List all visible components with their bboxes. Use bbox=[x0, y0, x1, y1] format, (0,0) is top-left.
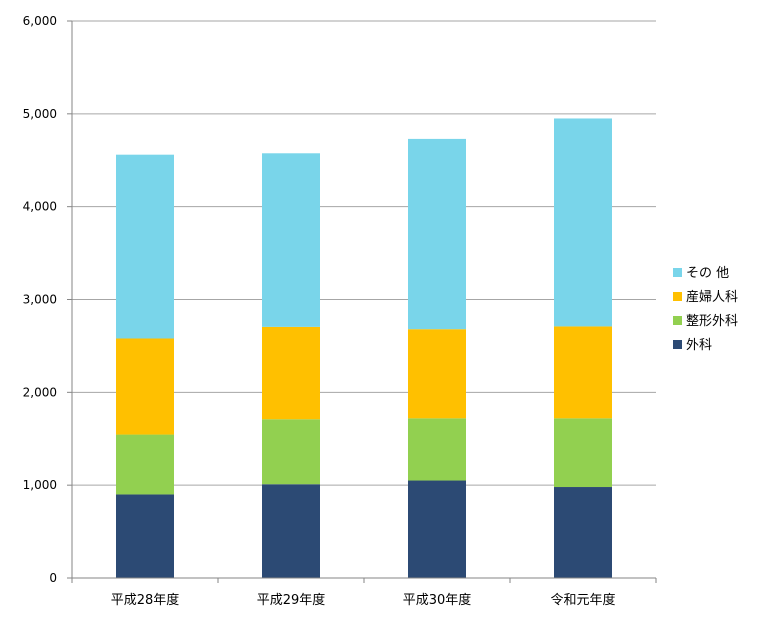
y-tick-label: 1,000 bbox=[23, 478, 57, 492]
bar-segment-1-2 bbox=[262, 484, 320, 578]
x-category-label: 令和元年度 bbox=[550, 592, 615, 608]
bar-segment-3-4 bbox=[554, 326, 612, 419]
bar-stacks bbox=[116, 118, 612, 578]
legend-swatch bbox=[673, 292, 682, 301]
bar-segment-3-1 bbox=[116, 338, 174, 435]
bar-segment-4-3 bbox=[408, 138, 466, 330]
bar-segment-1-3 bbox=[408, 480, 466, 578]
y-tick-label: 6,000 bbox=[23, 14, 57, 28]
legend-label: 外科 bbox=[686, 338, 712, 353]
y-tick-label: 3,000 bbox=[23, 293, 57, 307]
bar-segment-4-1 bbox=[116, 154, 174, 339]
legend-label: その 他 bbox=[686, 266, 729, 281]
bar-segment-3-3 bbox=[408, 329, 466, 419]
x-category-label: 平成28年度 bbox=[111, 592, 180, 608]
bar-segment-1-4 bbox=[554, 487, 612, 578]
y-axis-tick-labels: 0 1,000 2,000 3,000 4,000 5,000 6,000 bbox=[23, 14, 57, 585]
legend-swatch bbox=[673, 316, 682, 325]
y-tick-label: 5,000 bbox=[23, 107, 57, 121]
bar-segment-4-4 bbox=[554, 118, 612, 327]
y-tick-label: 0 bbox=[49, 571, 57, 585]
bar-segment-2-1 bbox=[116, 434, 174, 495]
bar-segment-2-4 bbox=[554, 418, 612, 488]
bar-segment-3-2 bbox=[262, 326, 320, 420]
y-tick-label: 4,000 bbox=[23, 200, 57, 214]
axes bbox=[67, 20, 657, 583]
legend-swatch bbox=[673, 268, 682, 277]
bar-segment-1-1 bbox=[116, 494, 174, 578]
bar-segment-2-2 bbox=[262, 419, 320, 485]
bar-segment-2-3 bbox=[408, 418, 466, 481]
y-tick-label: 2,000 bbox=[23, 385, 57, 399]
legend-label: 整形外科 bbox=[686, 314, 738, 329]
x-category-label: 平成30年度 bbox=[403, 592, 472, 608]
x-axis-category-labels: 平成28年度 平成29年度 平成30年度 令和元年度 bbox=[111, 592, 616, 608]
legend-swatch bbox=[673, 340, 682, 349]
legend-label: 産婦人科 bbox=[686, 289, 738, 305]
bar-segment-4-2 bbox=[262, 153, 320, 327]
x-category-label: 平成29年度 bbox=[257, 592, 326, 608]
